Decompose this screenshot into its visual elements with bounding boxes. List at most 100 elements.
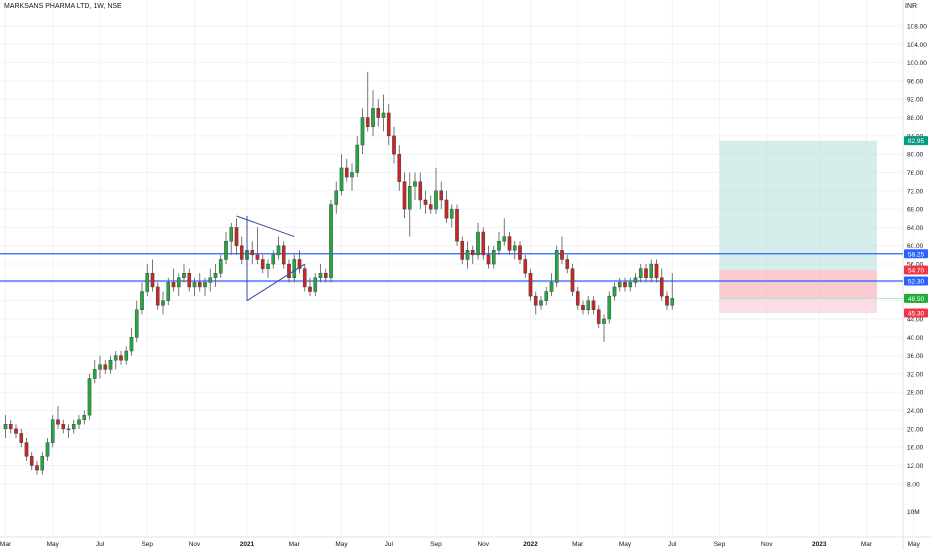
candle-body: [3, 424, 8, 430]
candle-body: [56, 419, 60, 425]
x-tick-label: 2022: [523, 541, 538, 548]
y-tick-label: 108.00: [907, 24, 927, 31]
candle-body: [197, 282, 202, 288]
y-tick-label: 92.00: [907, 97, 924, 104]
candle-body: [50, 419, 55, 443]
candle-body: [145, 273, 150, 292]
candle-body: [334, 190, 339, 205]
candle-body: [166, 282, 171, 301]
candle-body: [87, 378, 92, 416]
candle-body: [302, 268, 307, 288]
candle-body: [654, 263, 659, 278]
y-tick-label: 100.00: [907, 60, 927, 67]
candle-body: [24, 442, 29, 457]
y-tick-label: 32.00: [907, 371, 924, 378]
x-tick-label: Jul: [668, 541, 677, 548]
price-badge-label: 52.30: [908, 278, 925, 285]
candle-body: [234, 227, 239, 246]
x-tick-label: May: [47, 541, 60, 548]
candle-body: [507, 236, 512, 251]
candle-body: [19, 433, 24, 443]
candle-body: [633, 277, 638, 283]
candle-body: [297, 259, 302, 269]
candle-body: [628, 282, 633, 288]
candle-body: [250, 250, 255, 256]
pattern-trendline: [246, 263, 306, 302]
candle-body: [560, 250, 564, 260]
candle-body: [124, 350, 129, 361]
target-zone: [719, 140, 877, 271]
candle-body: [528, 273, 533, 297]
candle-body: [612, 286, 617, 297]
y-tick-label: 60.00: [907, 243, 924, 250]
y-tick-label: 56.00: [907, 262, 924, 269]
x-tick-label: May: [908, 541, 921, 548]
candle-body: [407, 186, 412, 210]
candle-body: [586, 300, 591, 311]
candle-body: [208, 277, 213, 283]
price-badge: [904, 276, 928, 286]
candle-body: [607, 295, 612, 320]
y-tick-label: 20.00: [907, 426, 924, 433]
candle-body: [82, 414, 87, 420]
candle-body: [213, 273, 218, 278]
candle-body: [544, 291, 549, 301]
candle-body: [292, 259, 297, 278]
candle-body: [360, 117, 365, 146]
y-tick-label: 72.00: [907, 188, 924, 195]
candle-body: [549, 282, 554, 292]
candle-body: [413, 181, 417, 187]
y-tick-label: 36.00: [907, 353, 924, 360]
candle-body: [171, 282, 176, 288]
candle-body: [45, 442, 50, 457]
candle-body: [203, 282, 207, 288]
candle-body: [255, 254, 260, 260]
candle-body: [308, 286, 312, 292]
stop-zone: [719, 270, 877, 299]
candle-body: [313, 277, 318, 292]
candle-body: [486, 254, 491, 265]
candle-body: [460, 240, 465, 260]
candle-body: [218, 259, 223, 274]
y-tick-label: 64.00: [907, 225, 924, 232]
candle-body: [113, 355, 118, 361]
candle-body: [617, 282, 622, 288]
x-tick-label: Mar: [289, 541, 301, 548]
candle-body: [518, 245, 522, 260]
price-badge: [904, 249, 928, 259]
candle-body: [176, 277, 181, 288]
candle-body: [423, 199, 428, 205]
x-tick-label: Sep: [141, 541, 153, 548]
price-badge-label: 45.30: [908, 311, 925, 318]
x-tick-label: May: [619, 541, 632, 548]
price-badge: [904, 136, 928, 146]
candle-body: [61, 424, 66, 430]
x-tick-label: May: [335, 541, 348, 548]
candle-body: [502, 236, 507, 242]
candle-body: [350, 172, 354, 178]
candle-body: [638, 268, 643, 278]
y-tick-label: 40.00: [907, 335, 924, 342]
candle-body: [434, 190, 438, 210]
y-tick-label: 24.00: [907, 408, 924, 415]
candle-body: [8, 424, 13, 430]
price-badge-label: 48.50: [908, 296, 925, 303]
candle-body: [29, 456, 34, 466]
candle-body: [224, 240, 228, 260]
candle-body: [575, 291, 580, 306]
candle-body: [98, 364, 102, 370]
x-tick-label: 2021: [240, 541, 255, 548]
candle-body: [344, 167, 349, 178]
y-tick-label: 16.00: [907, 445, 924, 452]
candle-body: [449, 208, 454, 219]
candle-body: [376, 108, 381, 118]
candle-body: [276, 245, 281, 256]
candle-body: [470, 250, 475, 256]
candle-body: [512, 245, 517, 251]
candle-body: [381, 112, 386, 118]
price-badge-label: 54.70: [908, 268, 925, 275]
candle-body: [455, 208, 459, 242]
price-badge-label: 82.95: [908, 138, 925, 145]
